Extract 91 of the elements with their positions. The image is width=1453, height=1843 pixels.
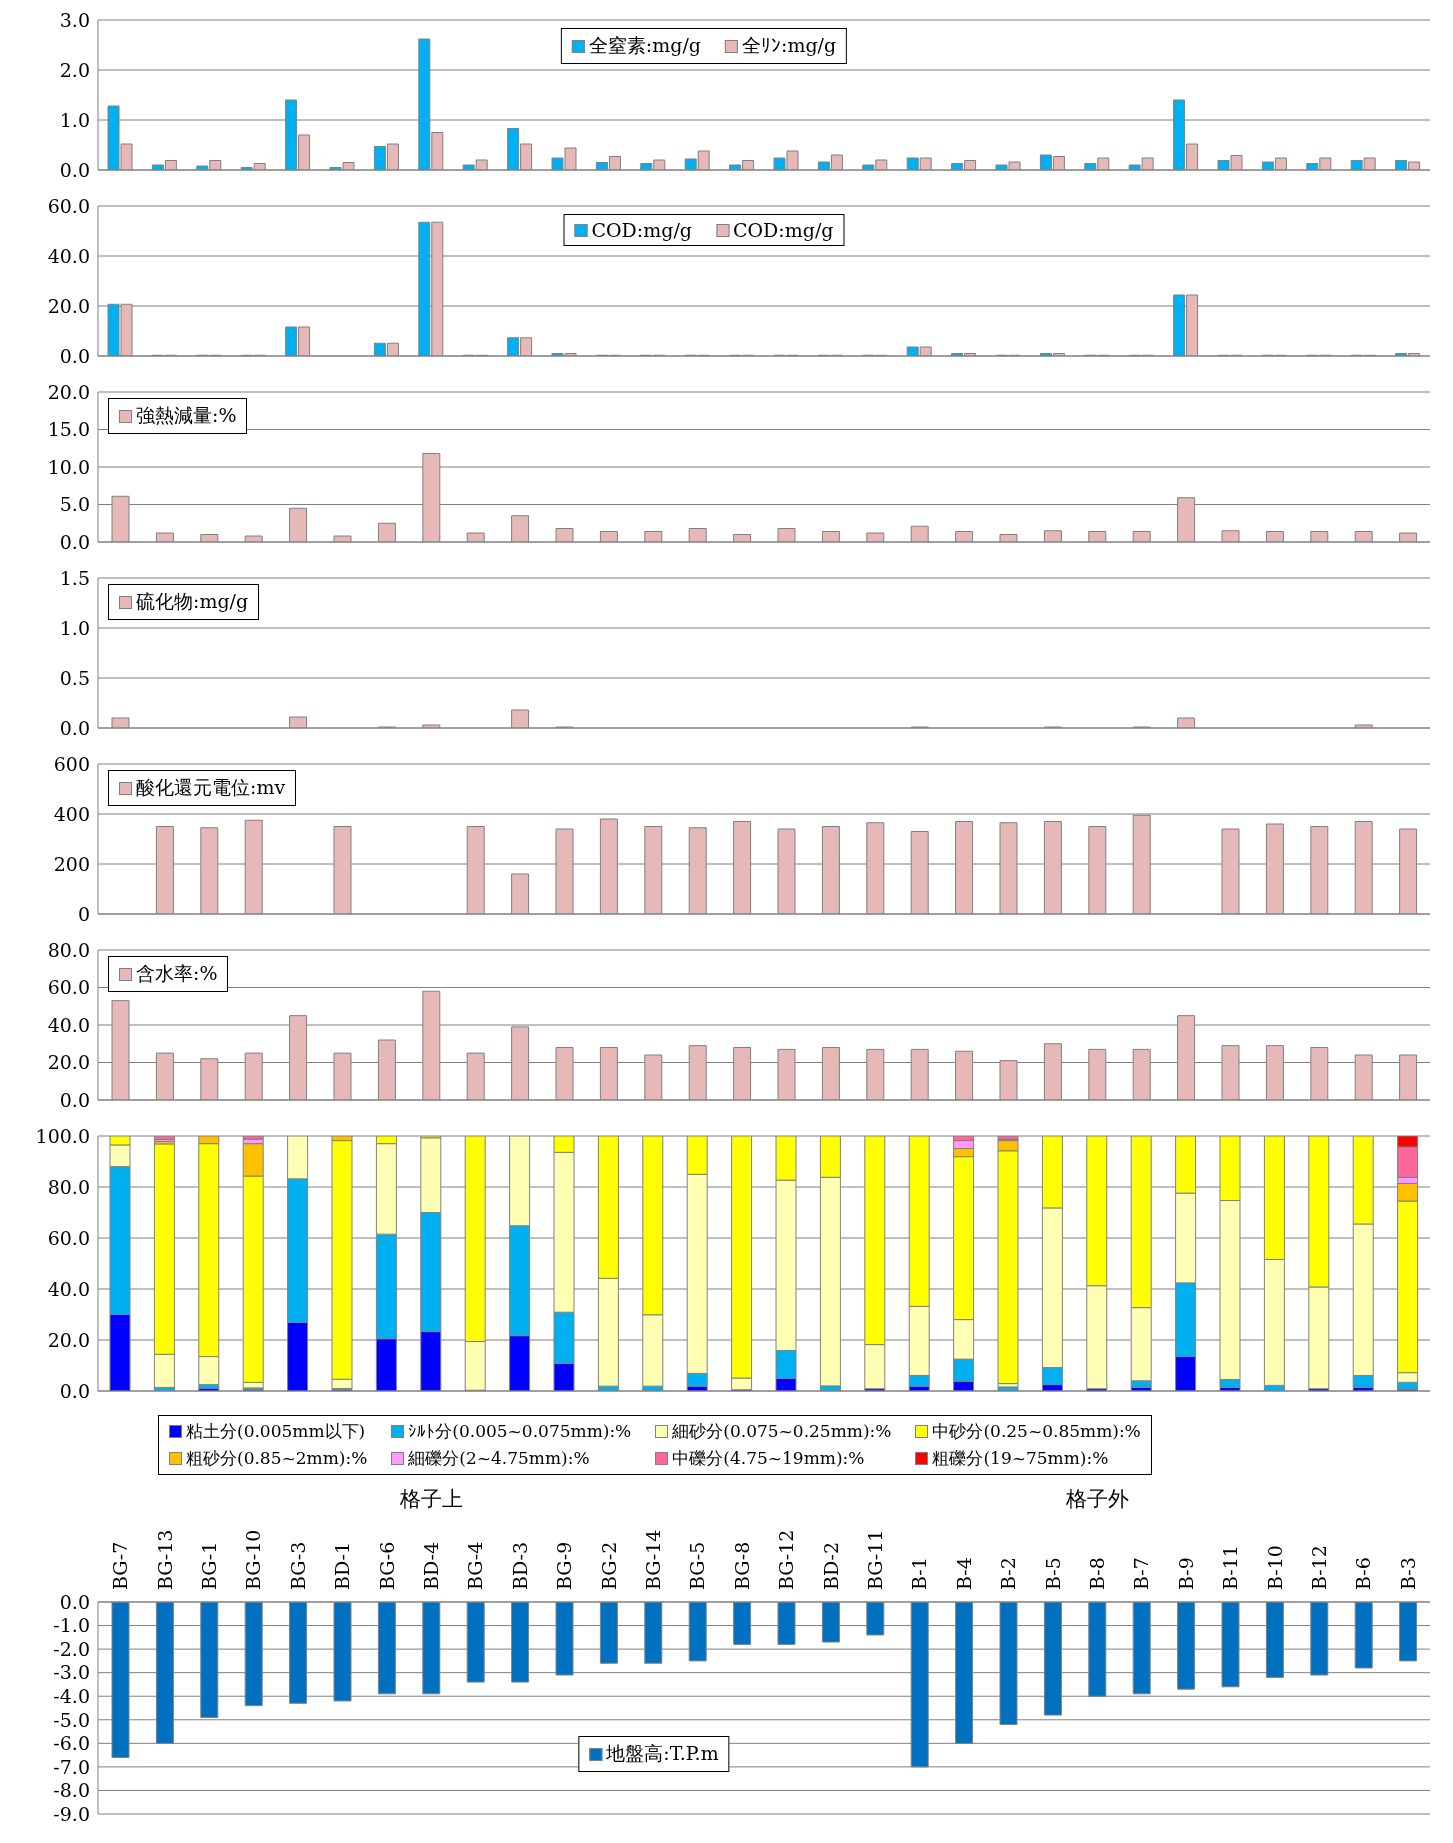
y-tick-label: 0.5 — [59, 666, 90, 689]
y-tick-label: 80.0 — [47, 938, 90, 961]
y-tick-label: 0.0 — [59, 1088, 90, 1111]
legend-label: 粗砂分(0.85~2mm):% — [186, 1447, 368, 1470]
x-tick-label: B-5 — [1041, 1557, 1064, 1590]
y-tick-label: -4.0 — [53, 1684, 90, 1707]
y-tick-label: 0.0 — [59, 1379, 90, 1402]
y-tick-label: 40.0 — [47, 244, 90, 267]
legend-label: 硫化物:mg/g — [136, 589, 249, 614]
y-tick-label: 20.0 — [47, 1328, 90, 1351]
y-tick-label: 0.0 — [59, 530, 90, 553]
legend-label: 全窒素:mg/g — [588, 33, 701, 58]
x-tick-label: BG-4 — [464, 1541, 487, 1590]
y-tick-label: 80.0 — [47, 1175, 90, 1198]
y-tick-label: 400 — [53, 802, 90, 825]
y-tick-label: 40.0 — [47, 1013, 90, 1036]
y-tick-label: 1.5 — [59, 566, 90, 589]
x-tick-label: BG-6 — [375, 1541, 398, 1590]
x-tick-label: BG-10 — [242, 1529, 265, 1590]
x-tick-label: BG-8 — [730, 1541, 753, 1590]
y-tick-label: 15.0 — [47, 418, 90, 441]
x-tick-label: BG-9 — [553, 1541, 576, 1590]
y-tick-label: 2.0 — [59, 58, 90, 81]
x-tick-label: B-6 — [1352, 1557, 1375, 1590]
x-tick-label: BG-14 — [642, 1529, 664, 1590]
y-tick-label: 100.0 — [35, 1124, 90, 1147]
y-tick-label: -8.0 — [53, 1779, 90, 1802]
y-tick-label: 10.0 — [47, 455, 90, 478]
y-tick-label: 0.0 — [59, 158, 90, 181]
y-tick-label: 3.0 — [59, 8, 90, 31]
y-tick-label: -7.0 — [53, 1755, 90, 1778]
legend-label: 細砂分(0.075~0.25mm):% — [672, 1420, 892, 1443]
x-tick-label: B-2 — [997, 1557, 1020, 1590]
x-tick-label: B-8 — [1086, 1557, 1108, 1590]
x-tick-label: B-7 — [1130, 1557, 1153, 1590]
y-tick-label: 0.0 — [59, 716, 90, 739]
legend-label: 中砂分(0.25~0.85mm):% — [932, 1420, 1141, 1443]
y-tick-label: 600 — [53, 752, 90, 775]
x-tick-label: B-9 — [1174, 1557, 1197, 1590]
y-tick-label: -5.0 — [53, 1708, 90, 1731]
y-tick-label: 20.0 — [47, 380, 90, 403]
legend-label: 全ﾘﾝ:mg/g — [742, 33, 837, 58]
x-tick-label: BG-1 — [198, 1541, 220, 1590]
y-tick-label: 60.0 — [47, 976, 90, 999]
legend-label: 粘土分(0.005mm以下) — [186, 1420, 366, 1443]
y-tick-label: 1.0 — [59, 108, 90, 131]
x-tick-label: BG-13 — [153, 1529, 176, 1590]
y-tick-label: 60.0 — [47, 194, 90, 217]
y-tick-label: 200 — [53, 852, 90, 875]
y-tick-label: -1.0 — [53, 1614, 90, 1637]
y-tick-label: -6.0 — [53, 1732, 90, 1755]
x-tick-label: B-4 — [952, 1557, 975, 1590]
legend-label: 中礫分(4.75~19mm):% — [672, 1447, 865, 1470]
legend-label: ｼﾙﾄ分(0.005~0.075mm):% — [408, 1420, 632, 1443]
x-tick-label: B-1 — [908, 1557, 931, 1590]
x-tick-label: BG-7 — [109, 1541, 132, 1590]
y-tick-label: 5.0 — [59, 493, 90, 516]
x-tick-label: BD-2 — [819, 1541, 842, 1590]
text: 格子上 — [399, 1486, 463, 1513]
x-tick-label: BD-4 — [420, 1541, 442, 1590]
legend-label: 粗礫分(19~75mm):% — [932, 1447, 1109, 1470]
legend-label: COD:mg/g — [733, 219, 834, 241]
x-tick-label: B-11 — [1219, 1545, 1242, 1590]
x-tick-label: BG-11 — [864, 1529, 886, 1590]
y-tick-label: 0.0 — [59, 344, 90, 367]
y-tick-label: -9.0 — [53, 1802, 90, 1825]
x-tick-label: BG-5 — [686, 1541, 709, 1590]
y-tick-label: 20.0 — [47, 1051, 90, 1074]
x-tick-label: B-12 — [1308, 1545, 1330, 1590]
x-tick-label: BG-3 — [286, 1541, 309, 1590]
y-tick-label: 20.0 — [47, 294, 90, 317]
x-tick-label: BG-12 — [775, 1529, 798, 1590]
legend-label: 酸化還元電位:mv — [136, 775, 286, 800]
y-tick-label: -2.0 — [53, 1637, 90, 1660]
text: 格子外 — [1065, 1486, 1129, 1513]
legend-label: 細礫分(2~4.75mm):% — [408, 1447, 590, 1470]
y-tick-label: -3.0 — [53, 1661, 90, 1684]
legend-label: 含水率:% — [136, 961, 218, 986]
x-tick-label: B-3 — [1396, 1557, 1419, 1590]
y-tick-label: 60.0 — [47, 1226, 90, 1249]
y-tick-label: 1.0 — [59, 616, 90, 639]
y-tick-label: 0 — [77, 902, 90, 925]
x-tick-label: BD-1 — [331, 1541, 354, 1590]
x-tick-label: BD-3 — [508, 1541, 531, 1590]
legend-label: COD:mg/g — [591, 219, 692, 241]
legend-label: 地盤高:T.P.m — [606, 1741, 719, 1766]
y-tick-label: 40.0 — [47, 1277, 90, 1300]
x-tick-label: BG-2 — [597, 1541, 620, 1590]
legend-label: 強熱減量:% — [136, 403, 237, 428]
y-tick-label: 0.0 — [59, 1590, 90, 1613]
x-tick-label: B-10 — [1263, 1545, 1286, 1590]
